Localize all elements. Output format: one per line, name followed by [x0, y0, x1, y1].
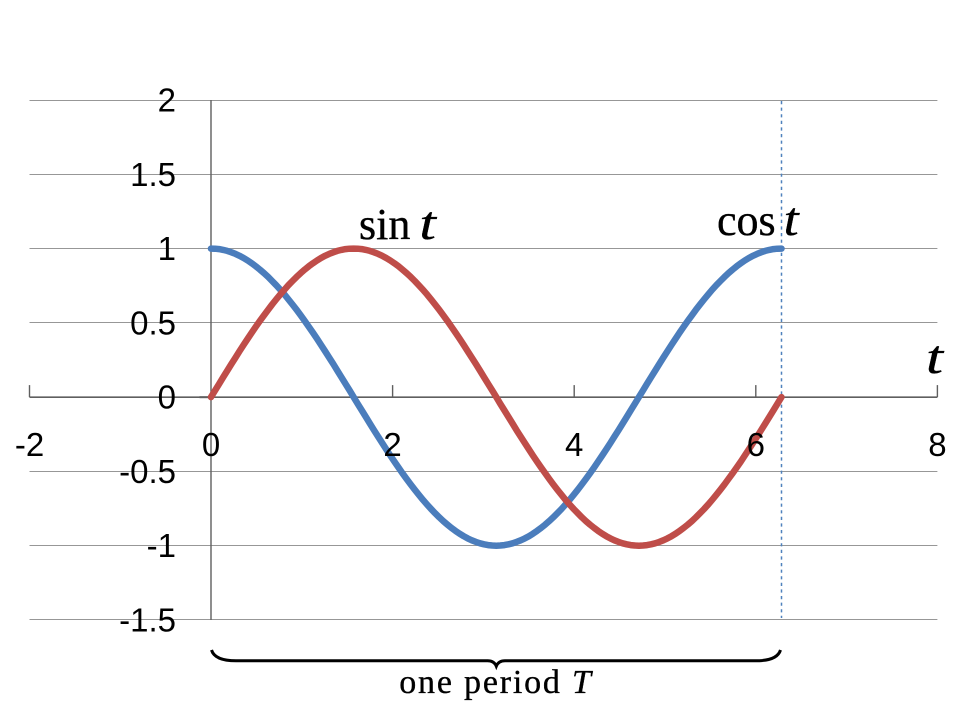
svg-text:1: 1 — [158, 230, 176, 267]
svg-text:-1: -1 — [147, 527, 176, 564]
svg-text:8: 8 — [928, 426, 946, 463]
svg-text:4: 4 — [565, 426, 583, 463]
svg-text:0.5: 0.5 — [130, 304, 176, 341]
svg-text:2: 2 — [383, 426, 401, 463]
svg-text:one period T: one period T — [399, 664, 593, 701]
svg-text:1.5: 1.5 — [130, 156, 176, 193]
svg-text:0: 0 — [158, 379, 176, 416]
svg-text:2: 2 — [158, 82, 176, 119]
svg-text:0: 0 — [202, 426, 220, 463]
svg-text:-2: -2 — [15, 426, 44, 463]
svg-text:-1.5: -1.5 — [119, 601, 176, 638]
svg-text:-0.5: -0.5 — [119, 453, 176, 490]
svg-text:6: 6 — [747, 426, 765, 463]
svg-text:t: t — [926, 331, 945, 384]
